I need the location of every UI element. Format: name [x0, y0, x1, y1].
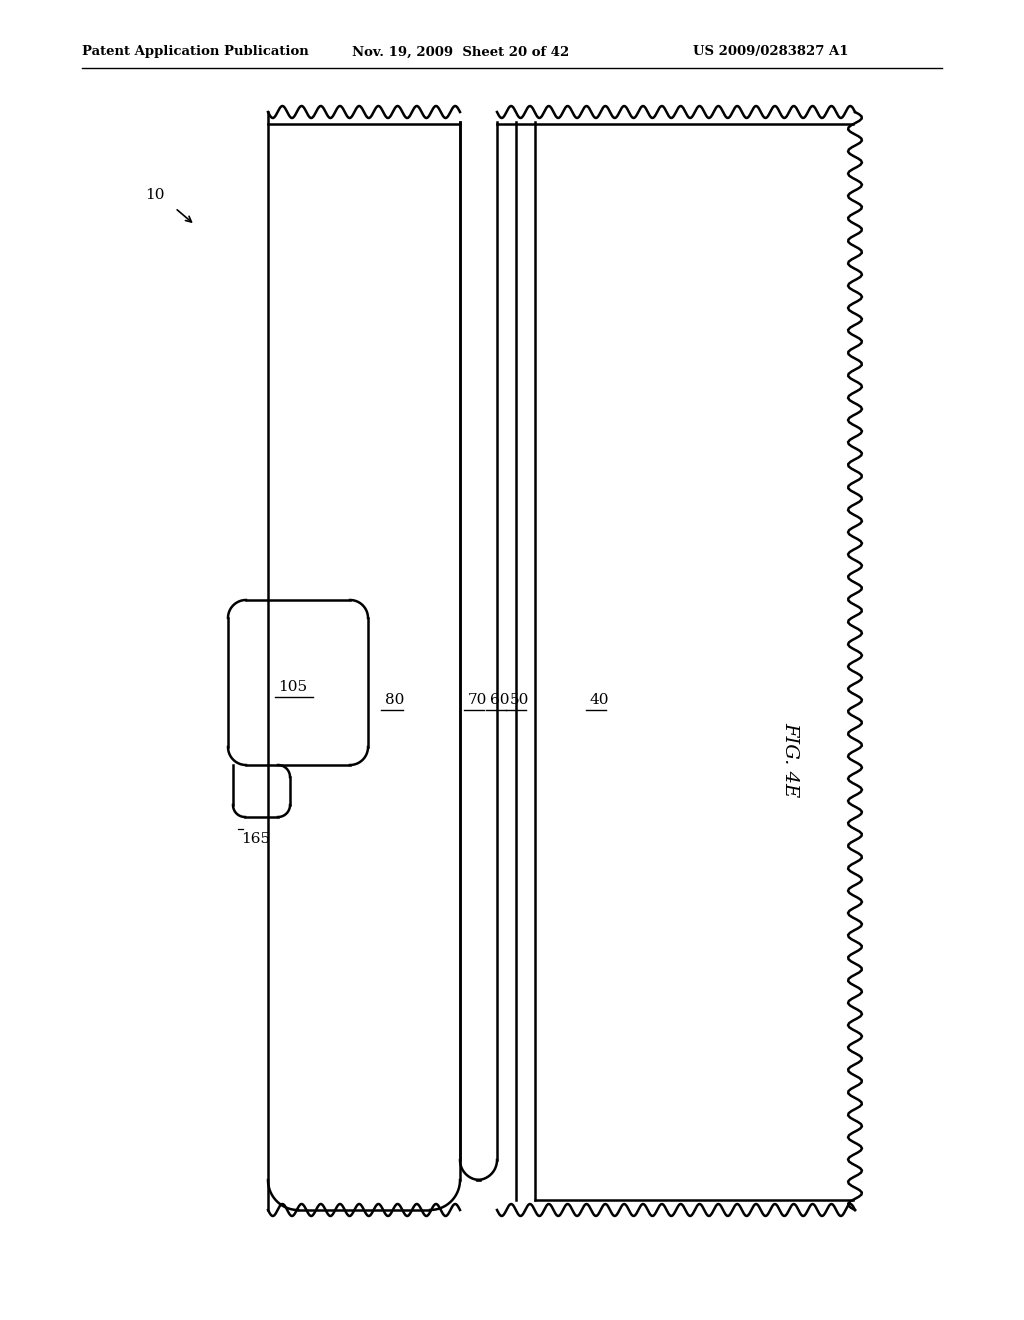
Text: 105: 105 — [279, 680, 307, 694]
Text: Nov. 19, 2009  Sheet 20 of 42: Nov. 19, 2009 Sheet 20 of 42 — [352, 45, 569, 58]
Text: Patent Application Publication: Patent Application Publication — [82, 45, 309, 58]
Text: 60: 60 — [490, 693, 510, 708]
Text: 165: 165 — [241, 832, 270, 846]
Text: 50: 50 — [510, 693, 529, 708]
Text: 10: 10 — [145, 187, 165, 202]
Text: US 2009/0283827 A1: US 2009/0283827 A1 — [693, 45, 849, 58]
Text: 80: 80 — [385, 693, 404, 708]
Text: 70: 70 — [468, 693, 487, 708]
Text: FIG. 4E: FIG. 4E — [781, 722, 799, 797]
Text: 40: 40 — [590, 693, 609, 708]
